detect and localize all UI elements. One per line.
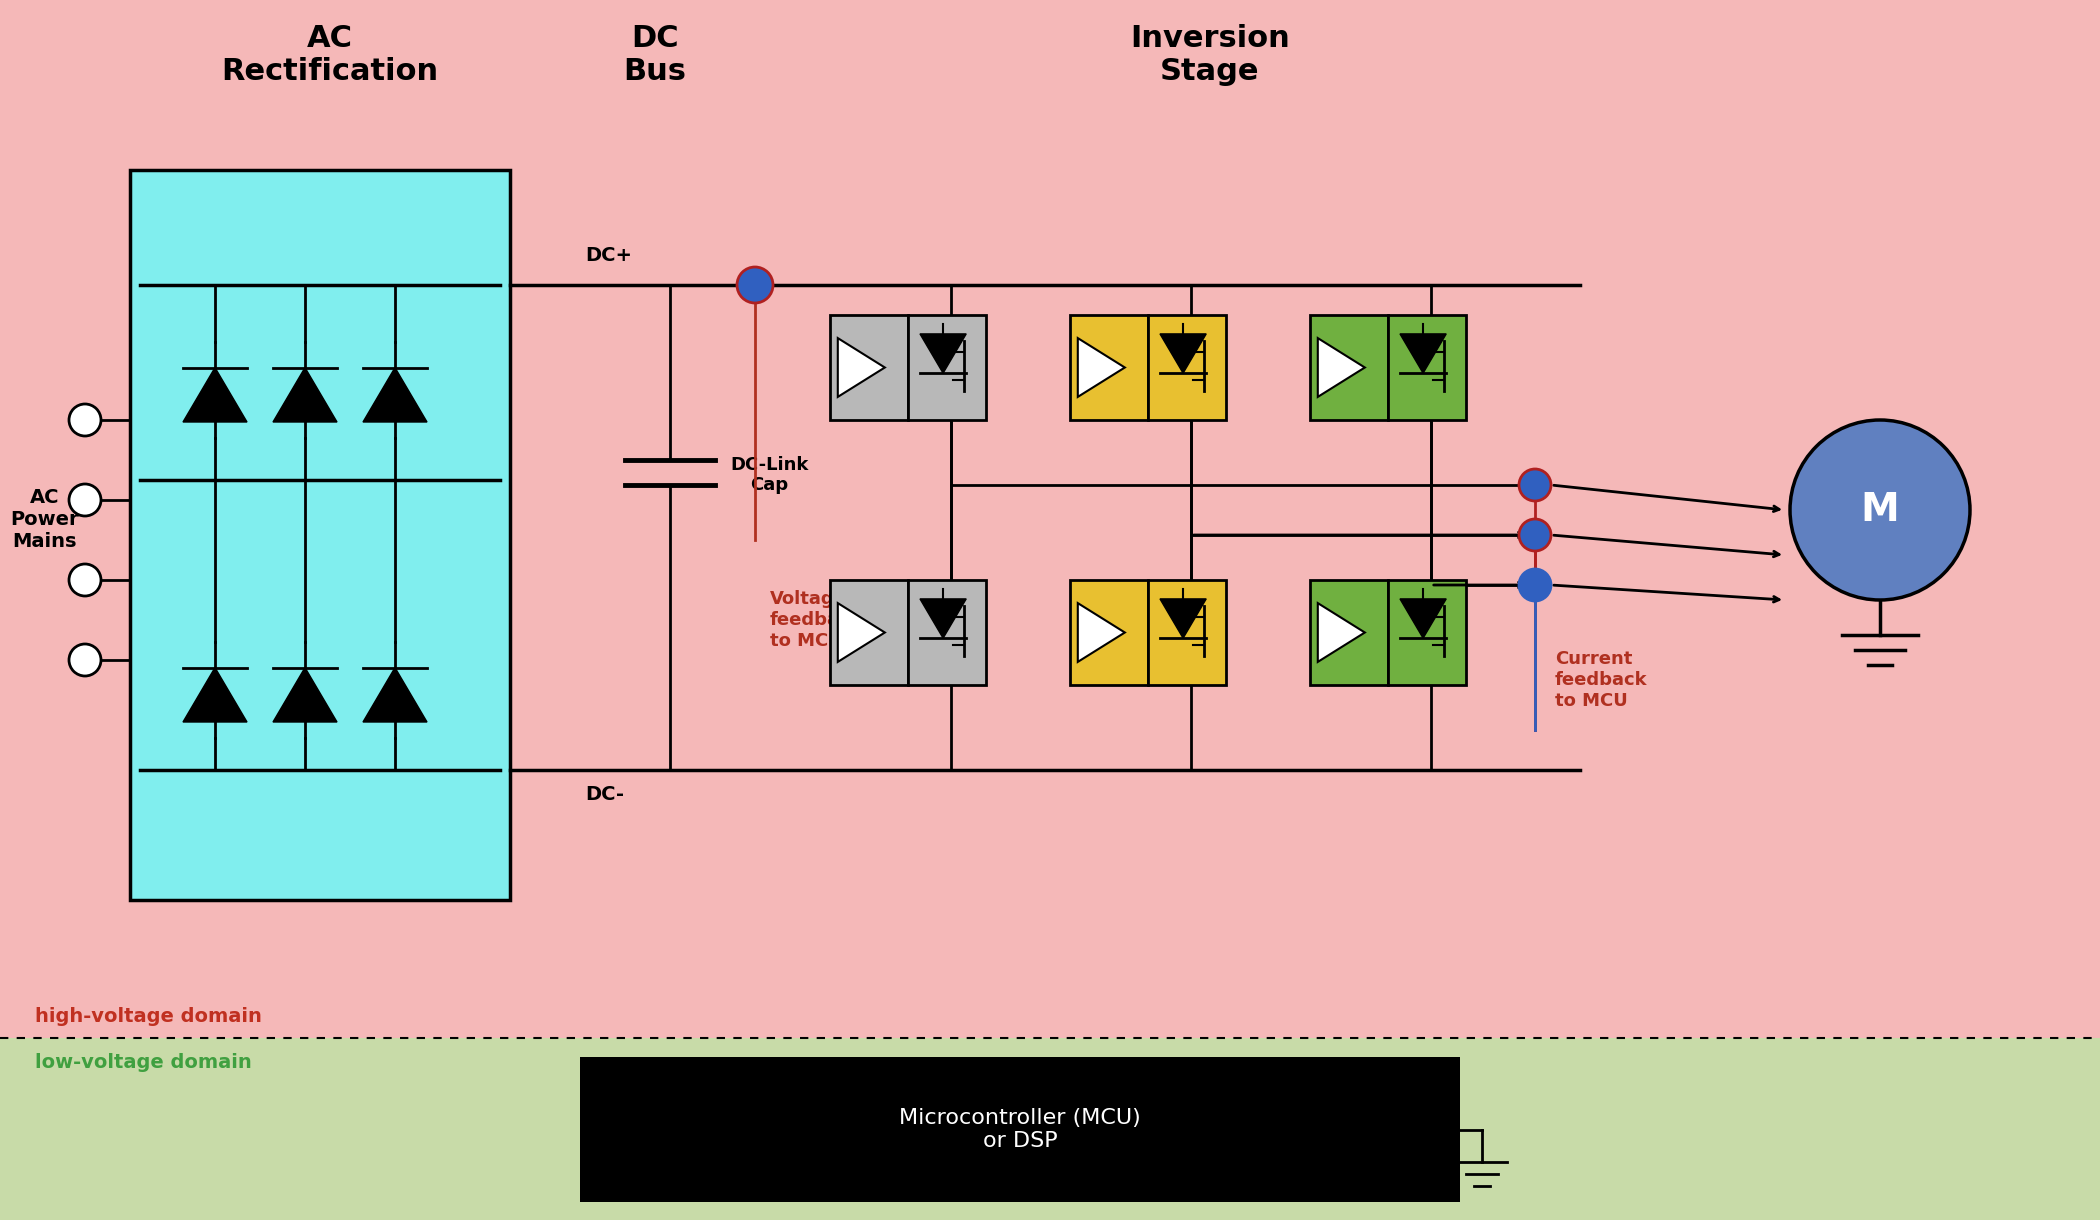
Polygon shape: [920, 334, 966, 373]
Polygon shape: [1319, 603, 1365, 662]
Bar: [1071, 580, 1149, 684]
Bar: [1388, 580, 1466, 684]
Polygon shape: [838, 603, 884, 662]
Text: Microcontroller (MCU)
or DSP: Microcontroller (MCU) or DSP: [899, 1108, 1140, 1152]
Circle shape: [69, 564, 101, 597]
Text: M: M: [1861, 490, 1898, 529]
Bar: [1310, 580, 1388, 684]
Text: AC
Power
Mains: AC Power Mains: [10, 488, 80, 551]
Circle shape: [1789, 420, 1970, 600]
Bar: [0, 1038, 2100, 1220]
Text: DC
Bus: DC Bus: [624, 23, 687, 87]
Bar: [1149, 315, 1226, 420]
Text: AC
Rectification: AC Rectification: [220, 23, 439, 87]
Circle shape: [69, 484, 101, 516]
Circle shape: [1518, 569, 1552, 601]
Polygon shape: [363, 367, 426, 422]
Polygon shape: [1401, 334, 1447, 373]
Text: Inversion
Stage: Inversion Stage: [1130, 23, 1289, 87]
Bar: [580, 1057, 1460, 1202]
Polygon shape: [273, 367, 336, 422]
Bar: [907, 580, 987, 684]
Bar: [830, 315, 907, 420]
Text: low-voltage domain: low-voltage domain: [36, 1054, 252, 1072]
Polygon shape: [1319, 338, 1365, 397]
Text: high-voltage domain: high-voltage domain: [36, 1006, 262, 1026]
Circle shape: [69, 404, 101, 436]
Bar: [130, 170, 510, 900]
Polygon shape: [183, 667, 248, 722]
Bar: [907, 315, 987, 420]
Text: Current
feedback
to MCU: Current feedback to MCU: [1554, 650, 1648, 710]
Polygon shape: [1077, 603, 1126, 662]
Circle shape: [737, 267, 773, 303]
Bar: [1071, 315, 1149, 420]
Bar: [1388, 315, 1466, 420]
Text: DC-Link
Cap: DC-Link Cap: [731, 455, 808, 494]
Bar: [830, 580, 907, 684]
Bar: [1149, 580, 1226, 684]
Bar: [0, 0, 2100, 1038]
Polygon shape: [183, 367, 248, 422]
Text: Voltage
feedback
to MCU: Voltage feedback to MCU: [771, 590, 863, 649]
Circle shape: [1518, 518, 1552, 551]
Polygon shape: [363, 667, 426, 722]
Text: DC-: DC-: [586, 784, 624, 804]
Polygon shape: [1159, 334, 1205, 373]
Polygon shape: [920, 599, 966, 638]
Circle shape: [1518, 468, 1552, 501]
Text: DC+: DC+: [586, 246, 632, 265]
Polygon shape: [1401, 599, 1447, 638]
Polygon shape: [1077, 338, 1126, 397]
Polygon shape: [1159, 599, 1205, 638]
Polygon shape: [838, 338, 884, 397]
Circle shape: [69, 644, 101, 676]
Bar: [1310, 315, 1388, 420]
Polygon shape: [273, 667, 336, 722]
